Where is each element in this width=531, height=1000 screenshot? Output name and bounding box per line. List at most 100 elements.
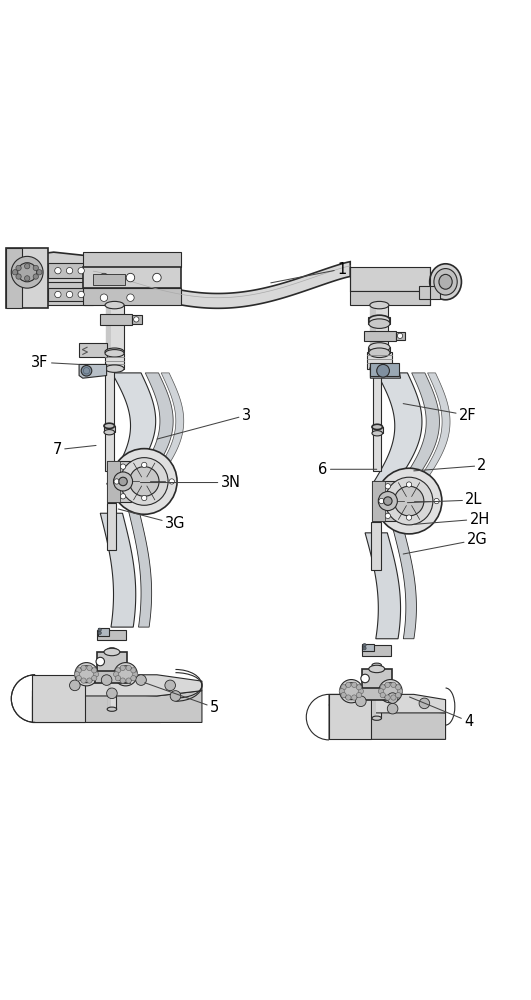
Circle shape: [341, 685, 346, 690]
Circle shape: [75, 663, 98, 686]
Circle shape: [98, 628, 101, 631]
Ellipse shape: [370, 348, 389, 355]
Polygon shape: [32, 691, 202, 722]
Ellipse shape: [430, 264, 461, 300]
Ellipse shape: [105, 365, 124, 372]
Text: 2G: 2G: [403, 532, 487, 554]
Ellipse shape: [369, 343, 390, 352]
Circle shape: [434, 498, 439, 504]
Circle shape: [112, 449, 177, 514]
Circle shape: [66, 291, 73, 298]
Circle shape: [81, 365, 92, 376]
Polygon shape: [370, 305, 388, 352]
Polygon shape: [372, 427, 382, 433]
Bar: [95, 671, 130, 683]
Circle shape: [24, 276, 30, 281]
Polygon shape: [371, 522, 381, 570]
Polygon shape: [79, 364, 107, 378]
Polygon shape: [368, 317, 390, 324]
Polygon shape: [35, 675, 202, 696]
Text: 6: 6: [319, 462, 376, 477]
Circle shape: [121, 458, 168, 505]
Bar: [363, 644, 374, 651]
Polygon shape: [83, 267, 181, 288]
Circle shape: [96, 657, 105, 666]
Circle shape: [385, 484, 390, 489]
Polygon shape: [350, 267, 430, 291]
Polygon shape: [372, 481, 385, 521]
Text: 2H: 2H: [414, 512, 490, 527]
Circle shape: [18, 263, 37, 282]
Circle shape: [100, 273, 108, 282]
Circle shape: [376, 468, 442, 534]
Polygon shape: [372, 665, 375, 718]
Polygon shape: [97, 652, 127, 672]
Text: 3G: 3G: [118, 509, 185, 531]
Bar: [93, 274, 125, 285]
Polygon shape: [131, 373, 173, 484]
Circle shape: [385, 513, 390, 519]
Circle shape: [55, 291, 61, 298]
Circle shape: [101, 675, 112, 685]
Circle shape: [379, 498, 384, 504]
Circle shape: [120, 665, 125, 671]
Circle shape: [55, 268, 61, 274]
Polygon shape: [400, 373, 440, 484]
Circle shape: [16, 265, 21, 271]
Circle shape: [387, 703, 398, 714]
Circle shape: [93, 672, 99, 677]
Circle shape: [16, 274, 21, 279]
Ellipse shape: [369, 348, 390, 358]
Polygon shape: [372, 665, 381, 718]
Bar: [132, 315, 142, 324]
Circle shape: [142, 462, 147, 468]
Polygon shape: [367, 352, 391, 369]
Circle shape: [81, 665, 86, 671]
Circle shape: [114, 479, 119, 484]
Circle shape: [24, 264, 30, 269]
Ellipse shape: [372, 716, 381, 720]
Circle shape: [121, 464, 126, 469]
Circle shape: [379, 680, 402, 703]
Circle shape: [136, 675, 147, 685]
Circle shape: [339, 689, 345, 694]
Circle shape: [33, 265, 38, 271]
Bar: [362, 645, 391, 656]
Polygon shape: [373, 369, 381, 471]
Circle shape: [134, 317, 139, 322]
Circle shape: [33, 274, 38, 279]
Ellipse shape: [105, 348, 124, 355]
Polygon shape: [370, 305, 375, 352]
Bar: [360, 688, 395, 700]
Polygon shape: [329, 694, 371, 739]
Circle shape: [115, 676, 121, 681]
Polygon shape: [14, 252, 93, 283]
Polygon shape: [370, 364, 400, 378]
Ellipse shape: [372, 431, 382, 436]
Polygon shape: [419, 286, 440, 299]
Circle shape: [76, 676, 81, 681]
Circle shape: [100, 294, 108, 301]
Circle shape: [346, 695, 351, 700]
Polygon shape: [32, 675, 85, 722]
Text: 5: 5: [145, 683, 219, 715]
Circle shape: [120, 678, 125, 683]
Circle shape: [363, 644, 366, 647]
Circle shape: [376, 364, 389, 377]
Ellipse shape: [105, 350, 124, 357]
Circle shape: [126, 273, 135, 282]
Polygon shape: [104, 426, 115, 432]
Circle shape: [98, 631, 101, 635]
Circle shape: [169, 479, 174, 484]
Circle shape: [114, 472, 133, 491]
Ellipse shape: [104, 423, 115, 429]
Circle shape: [343, 683, 360, 700]
Circle shape: [391, 695, 396, 700]
Circle shape: [406, 482, 412, 487]
Circle shape: [130, 467, 159, 496]
Circle shape: [380, 685, 386, 690]
Text: 3F: 3F: [31, 355, 79, 370]
Circle shape: [87, 665, 92, 671]
Circle shape: [11, 256, 43, 288]
Circle shape: [419, 698, 430, 709]
